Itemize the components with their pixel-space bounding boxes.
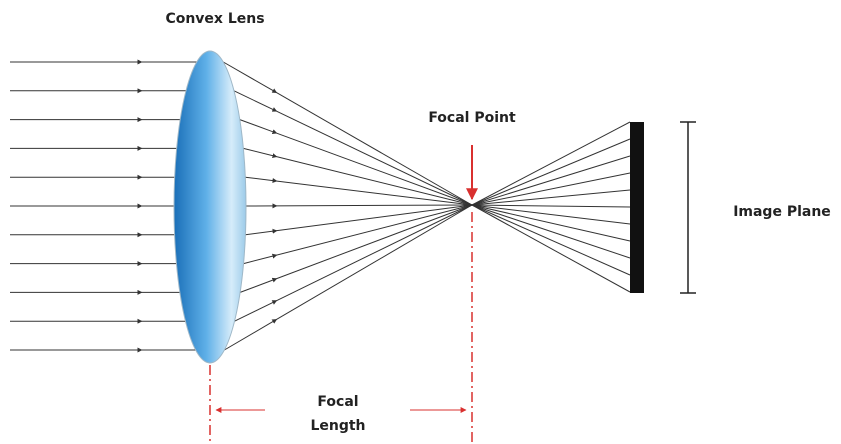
light-ray bbox=[239, 277, 278, 293]
light-ray bbox=[274, 132, 473, 206]
image-plane-label: Image Plane bbox=[733, 204, 831, 220]
light-ray bbox=[274, 204, 473, 232]
light-ray bbox=[471, 155, 631, 206]
light-ray bbox=[274, 204, 473, 257]
light-ray bbox=[245, 176, 278, 184]
light-ray bbox=[471, 189, 631, 206]
light-ray bbox=[471, 121, 631, 206]
light-ray bbox=[274, 91, 473, 206]
light-ray bbox=[471, 172, 631, 206]
light-ray bbox=[223, 61, 278, 93]
rays bbox=[10, 59, 631, 353]
focal-length-label: Focal bbox=[317, 394, 358, 410]
light-ray bbox=[245, 228, 278, 236]
focal-point-label: Focal Point bbox=[428, 110, 516, 126]
light-ray bbox=[274, 204, 473, 280]
light-ray bbox=[274, 155, 473, 206]
light-ray bbox=[274, 180, 473, 206]
light-ray bbox=[274, 204, 473, 302]
light-ray bbox=[471, 204, 631, 276]
light-ray bbox=[234, 300, 278, 322]
light-ray bbox=[471, 204, 631, 208]
light-ray bbox=[471, 204, 631, 242]
light-ray bbox=[243, 147, 278, 159]
light-ray bbox=[224, 319, 278, 351]
light-ray bbox=[471, 138, 631, 206]
image-plane-bracket bbox=[680, 121, 696, 294]
light-ray bbox=[274, 204, 473, 321]
image-plane bbox=[630, 122, 644, 293]
lens-label: Convex Lens bbox=[165, 11, 264, 27]
light-ray bbox=[233, 90, 278, 112]
light-ray bbox=[471, 204, 631, 293]
focal-axis-lines bbox=[209, 212, 473, 444]
focal-length-label: Length bbox=[310, 418, 365, 434]
convex-lens bbox=[173, 50, 247, 364]
light-ray bbox=[274, 110, 473, 206]
light-ray bbox=[239, 119, 278, 135]
light-ray bbox=[471, 204, 631, 259]
light-ray bbox=[243, 253, 278, 265]
light-ray bbox=[274, 204, 473, 207]
light-ray bbox=[471, 204, 631, 225]
